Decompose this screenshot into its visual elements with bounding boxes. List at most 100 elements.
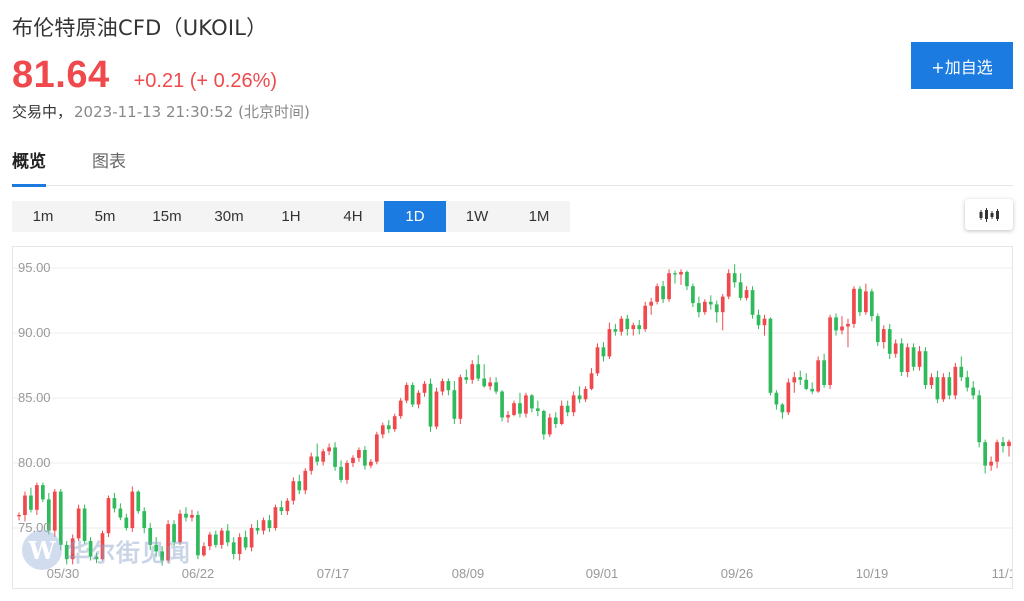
candle-body	[178, 513, 182, 543]
candle	[905, 343, 910, 378]
period-1d[interactable]: 1D	[384, 201, 446, 232]
candle	[166, 520, 170, 564]
candle-body	[58, 491, 63, 545]
period-1h[interactable]: 1H	[281, 208, 301, 225]
candle-body	[464, 377, 469, 380]
candle-body	[106, 498, 111, 534]
candle-body	[607, 329, 612, 357]
candle	[589, 368, 594, 391]
main-tabs: 概览 图表	[12, 148, 1013, 187]
x-tick-label: 09/26	[721, 566, 754, 581]
candle	[506, 411, 510, 423]
candle	[965, 370, 970, 392]
candle	[41, 482, 45, 502]
x-tick-label: 07/17	[317, 566, 350, 581]
candle-body	[995, 442, 999, 462]
candle	[82, 504, 87, 544]
candle	[106, 495, 111, 538]
candle-body	[118, 508, 123, 518]
candle	[267, 515, 272, 532]
candle-body	[70, 538, 75, 560]
candle-body	[541, 411, 546, 435]
candle	[577, 386, 582, 404]
candle	[428, 378, 433, 432]
candle-body	[410, 385, 415, 405]
candle-body	[893, 343, 898, 354]
instrument-title: 布伦特原油CFD（UKOIL）	[12, 16, 268, 40]
candle	[941, 373, 946, 402]
candle-body	[237, 537, 242, 554]
candle	[470, 360, 475, 384]
candle	[697, 296, 701, 318]
x-tick-label: 10/19	[856, 566, 889, 581]
candle	[571, 391, 576, 417]
tab-chart[interactable]: 图表	[92, 152, 126, 172]
candle	[178, 509, 182, 545]
add-watchlist-button[interactable]: +加自选	[911, 42, 1013, 89]
candle-body	[834, 317, 838, 331]
candle	[893, 339, 898, 358]
y-tick-label: 90.00	[18, 325, 51, 340]
candle	[1007, 439, 1011, 457]
candle-body	[29, 495, 33, 510]
candle	[530, 394, 534, 413]
candle	[345, 460, 349, 484]
candle-body	[810, 388, 815, 392]
candle	[768, 317, 773, 396]
period-1mo[interactable]: 1M	[528, 208, 550, 225]
candle	[702, 299, 707, 315]
candle	[917, 346, 922, 371]
candle-body	[279, 507, 284, 512]
candle-body	[571, 395, 576, 413]
period-5m[interactable]: 5m	[94, 208, 116, 225]
candle	[607, 322, 612, 359]
candle-body	[822, 360, 826, 385]
candle-body	[941, 377, 946, 400]
candle-body	[428, 383, 433, 427]
candle	[148, 522, 153, 551]
candle-body	[816, 360, 821, 392]
candle-body	[17, 515, 21, 517]
candle-body	[887, 329, 892, 354]
candle	[255, 520, 260, 535]
candle	[76, 504, 81, 541]
candle-body	[905, 347, 910, 372]
period-1m[interactable]: 1m	[32, 208, 54, 225]
period-30m[interactable]: 30m	[214, 208, 244, 225]
candle	[279, 500, 284, 515]
candle-body	[661, 286, 665, 300]
candle	[142, 507, 147, 534]
candle	[714, 300, 719, 323]
period-15m[interactable]: 15m	[152, 208, 182, 225]
candle	[613, 323, 618, 336]
candle-body	[846, 323, 850, 327]
candle-body	[142, 511, 147, 528]
candle	[213, 530, 218, 548]
candle-body	[738, 282, 743, 298]
candle-body	[345, 463, 349, 480]
candle-body	[112, 498, 117, 509]
period-1w[interactable]: 1W	[465, 208, 489, 225]
candle-body	[667, 273, 671, 300]
candle	[673, 270, 677, 284]
candle-body	[732, 273, 737, 283]
candle	[118, 503, 123, 521]
candle	[225, 524, 230, 547]
candle	[786, 378, 791, 415]
candle	[679, 269, 683, 285]
candle	[935, 370, 940, 404]
candle	[810, 382, 815, 395]
period-4h[interactable]: 4H	[343, 208, 363, 225]
candle	[762, 314, 767, 336]
tab-overview[interactable]: 概览	[12, 148, 46, 187]
chart-type-button[interactable]	[965, 199, 1013, 230]
candle-body	[673, 273, 677, 275]
candle	[559, 400, 564, 426]
candle-body	[46, 499, 51, 531]
price-chart[interactable]: 95.00 90.00 85.00 80.00 75.00 05/30 06/22 07/1…	[12, 246, 1013, 589]
candle-body	[333, 447, 337, 467]
candle	[273, 504, 278, 531]
candle-body	[488, 382, 492, 387]
candle	[315, 443, 320, 466]
candle	[989, 456, 993, 471]
